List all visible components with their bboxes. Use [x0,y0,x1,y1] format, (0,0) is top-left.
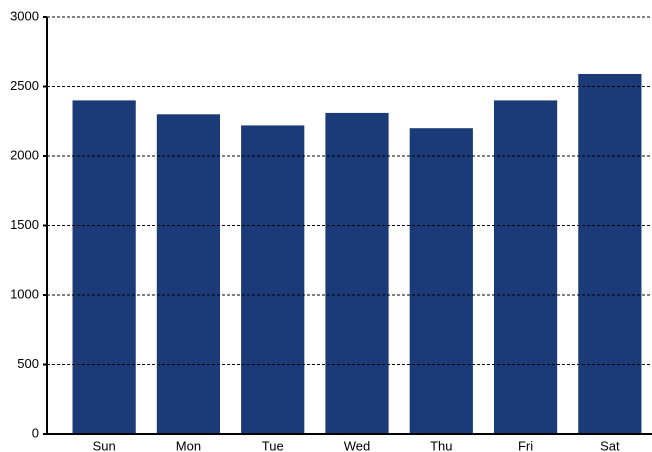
y-tick-label: 0 [32,425,39,440]
bar [156,114,221,435]
y-tick-label: 2000 [10,147,39,162]
y-tick-label: 1000 [10,286,39,301]
x-tick-label: Thu [430,438,452,452]
x-tick-label: Sat [600,438,620,452]
bar [493,100,558,435]
bar [409,128,473,434]
y-tick-label: 2500 [10,78,39,93]
y-tick-label: 500 [17,356,39,371]
x-tick-label: Fri [518,438,533,452]
bar [325,112,389,434]
bar [578,73,642,435]
x-tick-label: Wed [344,438,371,452]
x-tick-label: Sun [93,438,116,452]
x-tick-label: Mon [176,438,201,452]
x-tick-label: Tue [262,438,284,452]
bar [241,125,305,435]
bar [72,100,136,435]
y-tick-label: 1500 [10,217,39,232]
y-tick-label: 3000 [10,8,39,23]
